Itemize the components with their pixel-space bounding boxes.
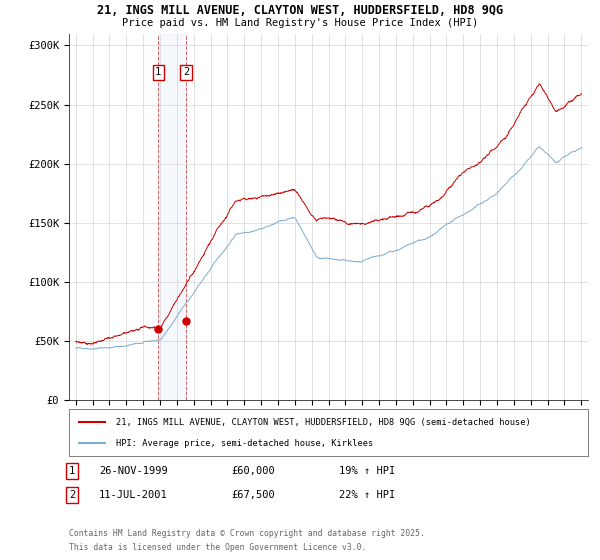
- Text: 19% ↑ HPI: 19% ↑ HPI: [339, 466, 395, 476]
- Text: Price paid vs. HM Land Registry's House Price Index (HPI): Price paid vs. HM Land Registry's House …: [122, 18, 478, 28]
- Text: Contains HM Land Registry data © Crown copyright and database right 2025.: Contains HM Land Registry data © Crown c…: [69, 529, 425, 538]
- Text: £60,000: £60,000: [231, 466, 275, 476]
- Text: HPI: Average price, semi-detached house, Kirklees: HPI: Average price, semi-detached house,…: [116, 438, 373, 447]
- Text: 21, INGS MILL AVENUE, CLAYTON WEST, HUDDERSFIELD, HD8 9QG (semi-detached house): 21, INGS MILL AVENUE, CLAYTON WEST, HUDD…: [116, 418, 530, 427]
- Text: 21, INGS MILL AVENUE, CLAYTON WEST, HUDDERSFIELD, HD8 9QG: 21, INGS MILL AVENUE, CLAYTON WEST, HUDD…: [97, 4, 503, 17]
- Text: £67,500: £67,500: [231, 490, 275, 500]
- Text: This data is licensed under the Open Government Licence v3.0.: This data is licensed under the Open Gov…: [69, 543, 367, 552]
- Text: 1: 1: [69, 466, 75, 476]
- Text: 11-JUL-2001: 11-JUL-2001: [99, 490, 168, 500]
- Text: 2: 2: [69, 490, 75, 500]
- Bar: [158, 34, 186, 400]
- Text: 22% ↑ HPI: 22% ↑ HPI: [339, 490, 395, 500]
- Text: 26-NOV-1999: 26-NOV-1999: [99, 466, 168, 476]
- Text: 2: 2: [183, 67, 189, 77]
- Text: 1: 1: [155, 67, 161, 77]
